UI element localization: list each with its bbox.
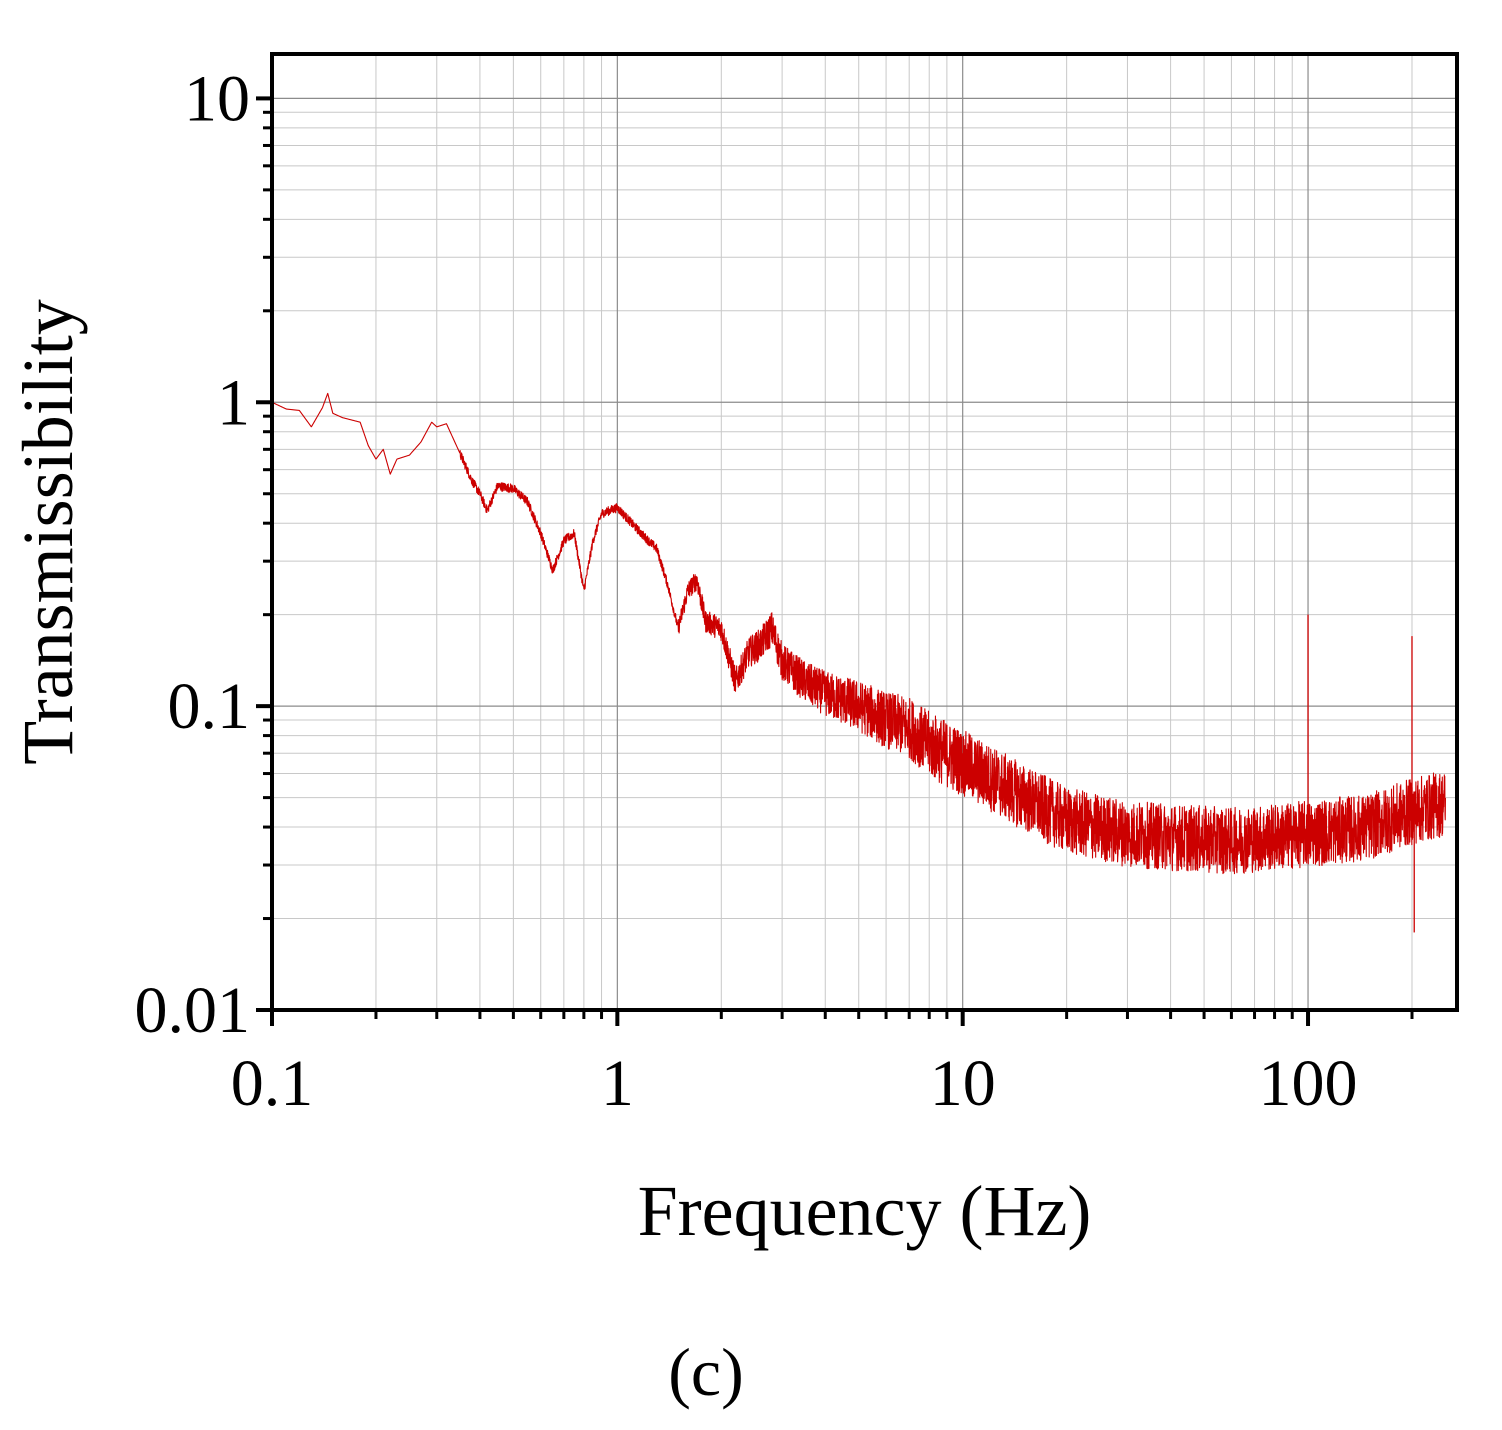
- axis-ticks: [256, 96, 1414, 1026]
- plot-frame: [270, 52, 1459, 1012]
- panel-label: (c): [668, 1334, 743, 1410]
- x-axis-title: Frequency (Hz): [638, 1171, 1092, 1251]
- y-tick-label: 0.01: [135, 974, 251, 1047]
- series-line: [271, 392, 1447, 875]
- y-tick-label: 0.1: [168, 670, 251, 743]
- x-tick-label: 10: [930, 1047, 996, 1120]
- x-tick-label: 1: [601, 1047, 634, 1120]
- series-layer: [271, 392, 1447, 933]
- x-tick-label: 0.1: [231, 1047, 314, 1120]
- y-axis-title: Transmissibility: [8, 299, 88, 764]
- y-tick-label: 1: [217, 366, 250, 439]
- x-tick-label: 100: [1259, 1047, 1358, 1120]
- y-tick-label: 10: [184, 62, 250, 135]
